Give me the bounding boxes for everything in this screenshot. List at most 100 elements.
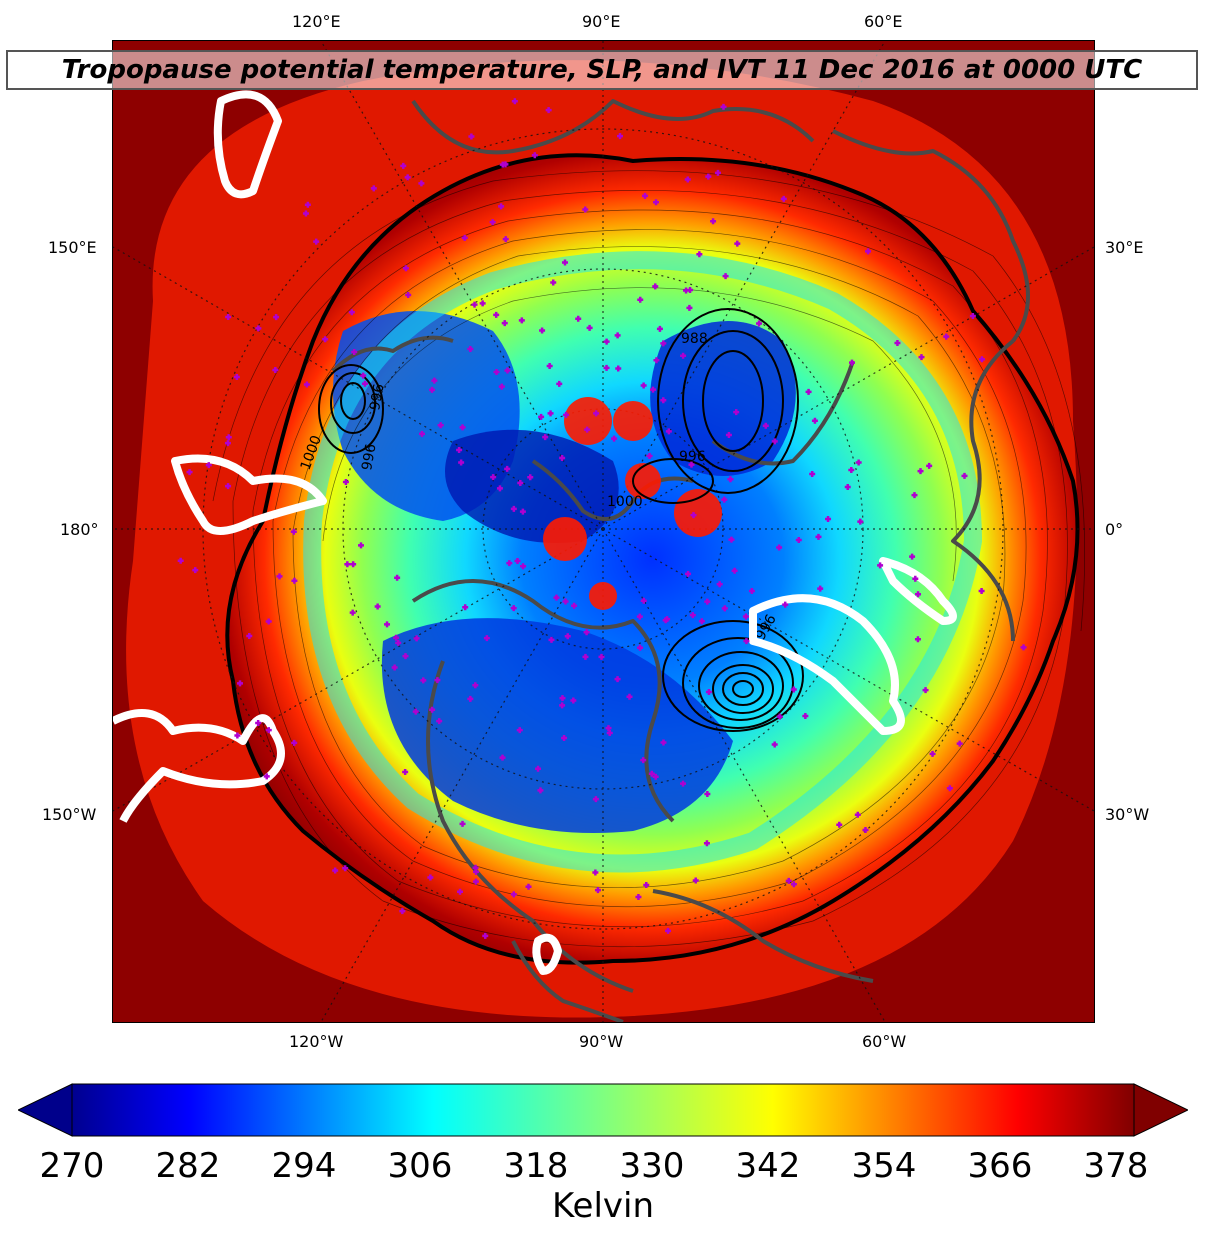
station-marker	[734, 240, 741, 247]
station-marker	[809, 471, 816, 478]
station-marker	[978, 588, 985, 595]
station-marker	[553, 594, 560, 601]
station-marker	[575, 315, 582, 322]
station-marker	[265, 618, 272, 625]
station-marker	[413, 635, 420, 642]
colorbar-extend-low	[18, 1083, 73, 1137]
station-marker	[556, 380, 563, 387]
station-marker	[427, 874, 434, 881]
station-marker	[471, 301, 478, 308]
station-marker	[583, 629, 590, 636]
station-marker	[653, 357, 660, 364]
station-marker	[562, 598, 569, 605]
station-marker	[313, 238, 320, 245]
station-marker	[593, 410, 600, 417]
station-marker	[468, 133, 475, 140]
station-marker	[802, 713, 809, 720]
station-marker	[771, 438, 778, 445]
station-marker	[498, 383, 505, 390]
station-marker	[776, 544, 783, 551]
station-marker	[510, 891, 517, 898]
station-marker	[978, 356, 985, 363]
station-marker	[592, 796, 599, 803]
station-marker	[493, 311, 500, 318]
slp-label: 996	[367, 383, 387, 412]
station-marker	[956, 740, 963, 747]
station-marker	[660, 397, 667, 404]
station-marker	[855, 459, 862, 466]
station-marker	[688, 461, 695, 468]
station-marker	[836, 821, 843, 828]
station-marker	[917, 468, 924, 475]
station-marker	[909, 553, 916, 560]
station-marker	[400, 162, 407, 169]
colorbar-tick: 306	[387, 1146, 453, 1186]
title-box: Tropopause potential temperature, SLP, a…	[6, 50, 1198, 90]
colorbar-extend-high	[1133, 1083, 1188, 1137]
station-marker	[915, 591, 922, 598]
station-marker	[457, 888, 464, 895]
lon-label-top: 120°E	[292, 12, 341, 31]
station-marker	[698, 618, 705, 625]
station-marker	[399, 908, 406, 915]
station-marker	[857, 518, 864, 525]
station-marker	[721, 605, 728, 612]
colorbar	[18, 1083, 1188, 1137]
station-marker	[603, 364, 610, 371]
station-marker	[393, 634, 400, 641]
station-marker	[714, 169, 721, 176]
station-marker	[665, 927, 672, 934]
station-marker	[854, 811, 861, 818]
station-marker	[516, 727, 523, 734]
station-marker	[1020, 644, 1027, 651]
station-marker	[848, 466, 855, 473]
station-marker	[780, 195, 787, 202]
lon-label-right: 0°	[1105, 520, 1124, 539]
station-marker	[374, 603, 381, 610]
station-marker	[272, 367, 279, 374]
station-marker	[914, 636, 921, 643]
cool-ring-cyan	[303, 251, 983, 873]
station-marker	[459, 424, 466, 431]
station-marker	[502, 161, 509, 168]
station-marker	[342, 479, 349, 486]
station-marker	[332, 867, 339, 874]
station-marker	[790, 881, 797, 888]
station-marker	[501, 320, 508, 327]
station-marker	[539, 327, 546, 334]
station-marker	[462, 604, 469, 611]
lon-label-bottom: 120°W	[289, 1032, 344, 1051]
station-marker	[429, 706, 436, 713]
station-marker	[710, 218, 717, 225]
station-marker	[640, 382, 647, 389]
station-marker	[635, 893, 642, 900]
station-marker	[929, 750, 936, 757]
slp-label: 988	[681, 331, 708, 347]
station-marker	[225, 434, 232, 441]
station-marker	[177, 557, 184, 564]
station-marker	[646, 453, 653, 460]
station-marker	[205, 462, 212, 469]
station-marker	[225, 313, 232, 320]
station-marker	[584, 426, 591, 433]
station-marker	[617, 133, 624, 140]
station-marker	[825, 515, 832, 522]
station-marker	[815, 533, 822, 540]
station-marker	[402, 768, 409, 775]
station-marker	[594, 887, 601, 894]
map-title: Tropopause potential temperature, SLP, a…	[61, 55, 1143, 85]
station-marker	[349, 609, 356, 616]
station-marker	[704, 598, 711, 605]
station-marker	[391, 664, 398, 671]
station-marker	[640, 597, 647, 604]
station-marker	[419, 430, 426, 437]
station-marker	[731, 567, 738, 574]
colorbar-unit-label: Kelvin	[551, 1186, 655, 1226]
colorbar-tick: 318	[503, 1146, 569, 1186]
station-marker	[265, 727, 272, 734]
station-marker	[498, 203, 505, 210]
station-marker	[502, 236, 509, 243]
station-marker	[548, 636, 555, 643]
station-marker	[703, 840, 710, 847]
lon-label-left: 150°E	[48, 238, 97, 257]
